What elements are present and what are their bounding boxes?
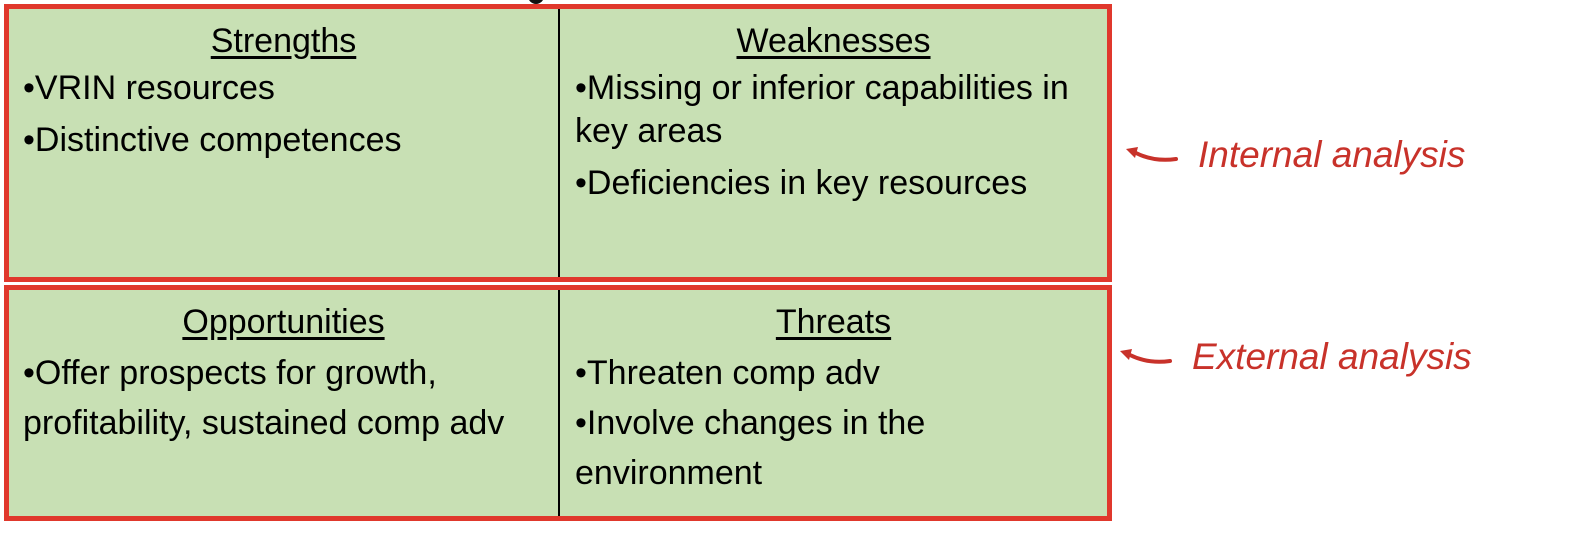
threats-cell: Threats •Threaten comp adv •Involve chan…: [560, 290, 1107, 516]
strengths-title: Strengths: [210, 22, 357, 60]
weaknesses-cell: Weaknesses •Missing or inferior capabili…: [560, 9, 1107, 277]
internal-analysis-annotation: Internal analysis: [1118, 134, 1465, 176]
external-analysis-annotation: External analysis: [1112, 336, 1472, 378]
weaknesses-item: •Deficiencies in key resources: [575, 164, 1028, 202]
internal-analysis-row: Strengths •VRIN resources •Distinctive c…: [4, 4, 1112, 282]
strengths-cell: Strengths •VRIN resources •Distinctive c…: [9, 9, 560, 277]
threats-item: •Involve changes in the environment: [575, 404, 926, 492]
external-analysis-label: External analysis: [1192, 336, 1472, 377]
opportunities-cell: Opportunities •Offer prospects for growt…: [9, 290, 560, 516]
curved-arrow-left-icon: [1126, 147, 1178, 162]
external-analysis-row: Opportunities •Offer prospects for growt…: [4, 285, 1112, 521]
top-cropped-glyph: [520, 0, 556, 8]
strengths-item: •VRIN resources: [23, 69, 275, 107]
weaknesses-title: Weaknesses: [736, 22, 931, 60]
weaknesses-item: •Missing or inferior capabilities in key…: [575, 69, 1069, 150]
opportunities-title: Opportunities: [182, 303, 385, 341]
internal-analysis-label: Internal analysis: [1198, 134, 1466, 175]
strengths-item: •Distinctive competences: [23, 121, 402, 159]
curved-arrow-left-icon: [1120, 349, 1172, 364]
threats-item: •Threaten comp adv: [575, 354, 880, 392]
opportunities-item: •Offer prospects for growth, profitabili…: [23, 354, 505, 442]
threats-title: Threats: [775, 303, 892, 341]
